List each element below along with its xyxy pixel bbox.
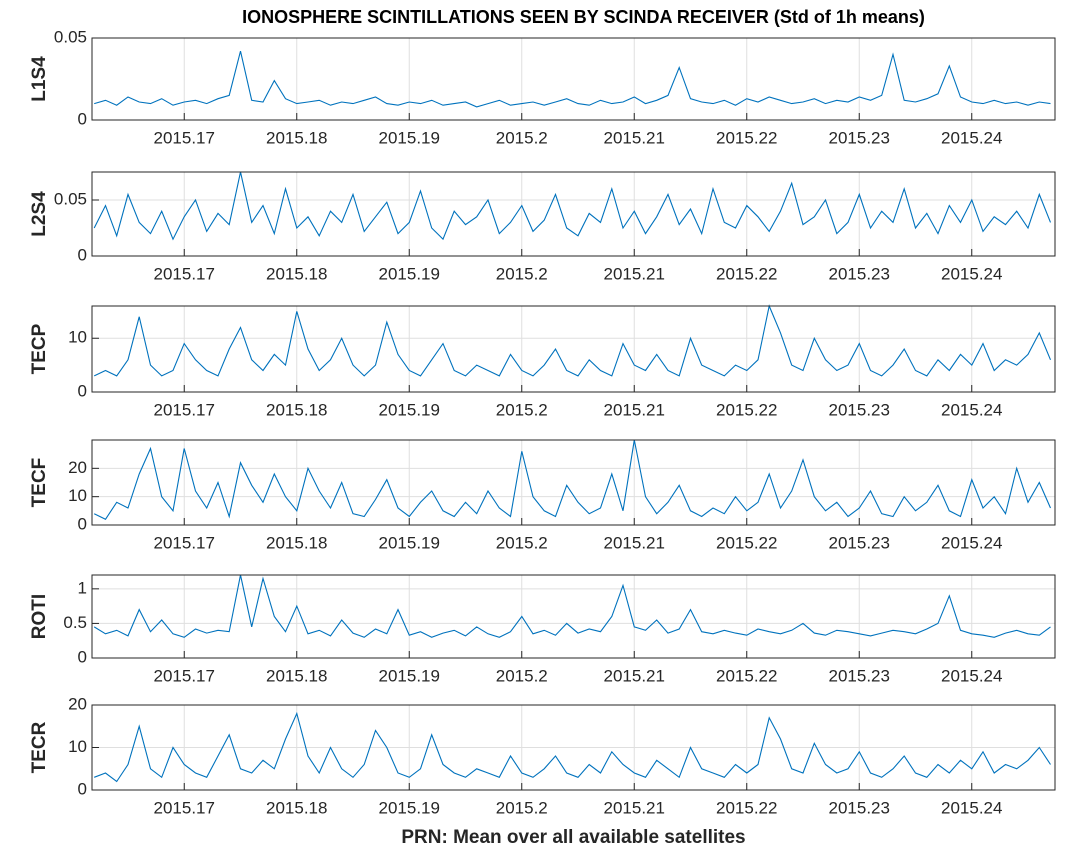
x-tick-label: 2015.23	[829, 400, 890, 419]
x-tick-label: 2015.24	[941, 264, 1002, 283]
x-tick-label: 2015.18	[266, 798, 327, 817]
y-tick-label: 0	[78, 779, 87, 798]
y-axis-label: L1S4	[29, 56, 50, 102]
x-tick-label: 2015.18	[266, 666, 327, 685]
x-tick-label: 2015.21	[604, 533, 665, 552]
x-tick-label: 2015.18	[266, 128, 327, 147]
y-tick-label: 0	[78, 514, 87, 533]
y-tick-label: 0.05	[54, 189, 87, 208]
axes-box	[91, 305, 1056, 393]
x-tick-label: 2015.19	[379, 798, 440, 817]
x-tick-label: 2015.17	[154, 798, 215, 817]
x-tick-label: 2015.24	[941, 798, 1002, 817]
x-tick-label: 2015.2	[496, 400, 548, 419]
x-tick-label: 2015.23	[829, 264, 890, 283]
x-tick-label: 2015.24	[941, 533, 1002, 552]
x-tick-label: 2015.19	[379, 400, 440, 419]
x-tick-label: 2015.22	[716, 400, 777, 419]
y-tick-label: 10	[68, 737, 87, 756]
x-tick-label: 2015.17	[154, 533, 215, 552]
y-tick-label: 0.05	[54, 27, 87, 46]
x-tick-label: 2015.21	[604, 798, 665, 817]
axes-box	[91, 37, 1056, 121]
x-tick-label: 2015.23	[829, 128, 890, 147]
x-tick-label: 2015.18	[266, 264, 327, 283]
x-tick-label: 2015.2	[496, 128, 548, 147]
y-tick-label: 0.5	[63, 613, 87, 632]
plot-area	[92, 172, 1055, 256]
y-tick-label: 10	[68, 486, 87, 505]
x-tick-label: 2015.22	[716, 798, 777, 817]
y-tick-label: 0	[78, 647, 87, 666]
plot-area	[92, 38, 1055, 120]
x-tick-label: 2015.21	[604, 128, 665, 147]
y-axis-label: ROTI	[29, 594, 50, 639]
x-tick-label: 2015.22	[716, 264, 777, 283]
plot-area	[92, 440, 1055, 525]
data-line	[93, 304, 1052, 377]
x-tick-label: 2015.2	[496, 798, 548, 817]
x-tick-label: 2015.19	[379, 666, 440, 685]
x-tick-label: 2015.24	[941, 128, 1002, 147]
plot-area	[92, 575, 1055, 658]
x-axis-label: PRN: Mean over all available satellites	[401, 827, 745, 848]
x-tick-label: 2015.22	[716, 533, 777, 552]
x-tick-label: 2015.21	[604, 666, 665, 685]
x-tick-label: 2015.2	[496, 264, 548, 283]
x-tick-label: 2015.24	[941, 666, 1002, 685]
x-tick-label: 2015.17	[154, 666, 215, 685]
x-tick-label: 2015.17	[154, 264, 215, 283]
axes-box	[91, 439, 1056, 526]
x-tick-label: 2015.19	[379, 264, 440, 283]
y-tick-label: 0	[78, 381, 87, 400]
axes-box	[91, 171, 1056, 257]
y-axis-label: TECF	[29, 458, 50, 508]
y-tick-label: 0	[78, 245, 87, 264]
x-tick-label: 2015.23	[829, 798, 890, 817]
x-tick-label: 2015.23	[829, 666, 890, 685]
x-tick-label: 2015.19	[379, 533, 440, 552]
x-tick-label: 2015.17	[154, 400, 215, 419]
data-line	[94, 711, 1051, 783]
x-tick-label: 2015.19	[379, 128, 440, 147]
x-tick-label: 2015.17	[154, 128, 215, 147]
x-tick-label: 2015.23	[829, 533, 890, 552]
y-tick-label: 1	[78, 578, 87, 597]
y-tick-label: 20	[68, 694, 87, 713]
data-line	[93, 171, 1052, 241]
x-tick-label: 2015.18	[266, 533, 327, 552]
x-tick-label: 2015.21	[604, 400, 665, 419]
y-axis-label: TECR	[29, 721, 50, 773]
data-line	[93, 574, 1051, 638]
y-tick-label: 20	[68, 458, 87, 477]
x-tick-label: 2015.22	[716, 666, 777, 685]
y-tick-label: 10	[68, 328, 87, 347]
x-tick-label: 2015.24	[941, 400, 1002, 419]
x-tick-label: 2015.2	[496, 666, 548, 685]
x-tick-label: 2015.21	[604, 264, 665, 283]
x-tick-label: 2015.18	[266, 400, 327, 419]
y-axis-label: TECP	[29, 323, 50, 374]
axes-box	[91, 574, 1056, 659]
plot-area	[92, 306, 1055, 392]
x-tick-label: 2015.2	[496, 533, 548, 552]
y-tick-label: 0	[78, 109, 87, 128]
axes-box	[91, 704, 1056, 791]
y-axis-label: L2S4	[29, 191, 50, 237]
chart-title: IONOSPHERE SCINTILLATIONS SEEN BY SCINDA…	[242, 7, 925, 27]
x-tick-label: 2015.22	[716, 128, 777, 147]
data-line	[93, 439, 1052, 521]
data-line	[94, 50, 1051, 108]
